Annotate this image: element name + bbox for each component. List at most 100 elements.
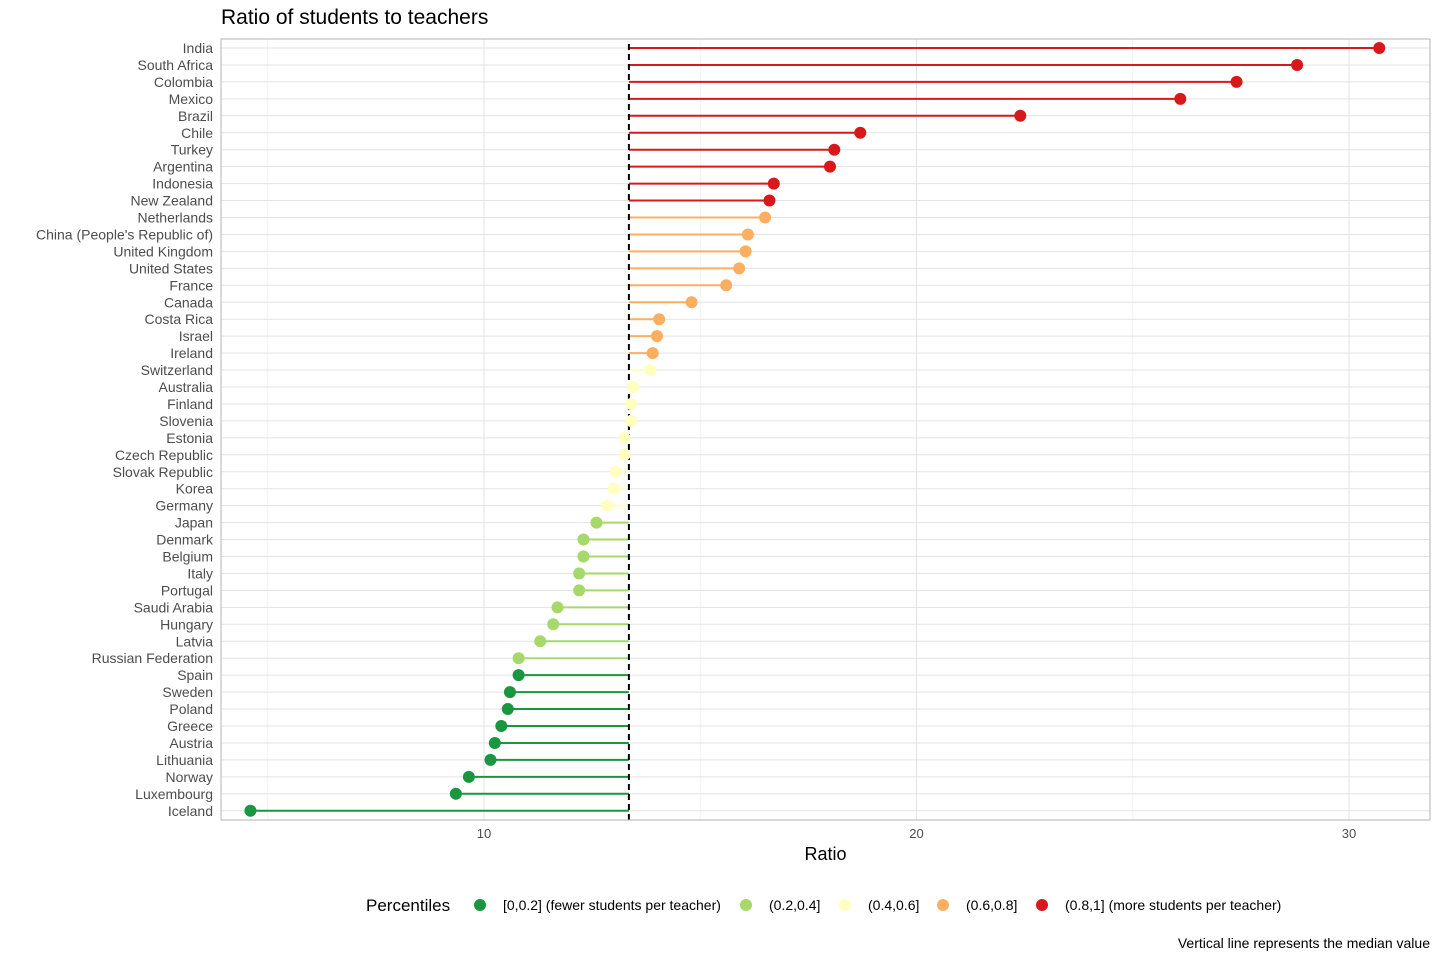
point-layer bbox=[244, 42, 1386, 817]
lollipop-point bbox=[767, 177, 780, 190]
lollipop-point bbox=[1014, 109, 1027, 122]
y-tick-label: Netherlands bbox=[138, 210, 214, 226]
lollipop-point bbox=[607, 482, 620, 495]
lollipop-point bbox=[488, 736, 501, 749]
lollipop-point bbox=[601, 499, 614, 512]
y-tick-label: Norway bbox=[166, 769, 213, 785]
y-tick-label: Latvia bbox=[176, 633, 214, 649]
lollipop-point bbox=[573, 584, 586, 597]
y-tick-label: Chile bbox=[181, 125, 213, 141]
lollipop-point bbox=[646, 347, 659, 360]
y-tick-label: Switzerland bbox=[141, 362, 213, 378]
y-tick-label: South Africa bbox=[138, 57, 214, 73]
y-tick-label: Israel bbox=[179, 328, 213, 344]
y-tick-label: Czech Republic bbox=[115, 447, 213, 463]
lollipop-point bbox=[1230, 75, 1243, 88]
y-tick-label: Greece bbox=[167, 718, 213, 734]
legend-items: [0,0.2] (fewer students per teacher) (0.2… bbox=[474, 897, 1281, 913]
legend-label: (0.8,1] (more students per teacher) bbox=[1065, 897, 1281, 913]
y-tick-label: Portugal bbox=[161, 582, 213, 598]
y-tick-label: Japan bbox=[175, 515, 213, 531]
x-tick-label: 20 bbox=[909, 826, 923, 841]
y-tick-label: Colombia bbox=[154, 74, 213, 90]
y-tick-label: Costa Rica bbox=[145, 311, 214, 327]
y-tick-label: Saudi Arabia bbox=[134, 599, 214, 615]
lollipop-point bbox=[828, 143, 841, 156]
y-tick-label: France bbox=[169, 277, 213, 293]
lollipop-point bbox=[551, 601, 564, 614]
chart-title: Ratio of students to teachers bbox=[221, 6, 488, 29]
lollipop-point bbox=[618, 431, 631, 444]
legend-item: (0.8,1] (more students per teacher) bbox=[1036, 897, 1281, 913]
legend-label: (0.6,0.8] bbox=[966, 897, 1017, 913]
legend-label: (0.2,0.4] bbox=[769, 897, 820, 913]
lollipop-point bbox=[651, 330, 663, 343]
chart-caption: Vertical line represents the median valu… bbox=[1178, 935, 1430, 951]
y-tick-label: Sweden bbox=[162, 684, 213, 700]
y-tick-label: Brazil bbox=[178, 108, 213, 124]
panel-border bbox=[220, 38, 1431, 821]
lollipop-point bbox=[512, 652, 525, 665]
y-tick-label: Lithuania bbox=[156, 752, 213, 768]
y-tick-label: Luxembourg bbox=[135, 786, 213, 802]
legend-key bbox=[740, 899, 752, 911]
y-tick-label: Estonia bbox=[166, 430, 213, 446]
y-tick-label: Belgium bbox=[162, 549, 213, 565]
y-tick-label: Argentina bbox=[153, 159, 213, 175]
lollipop-point bbox=[618, 448, 631, 461]
lollipop-point bbox=[763, 194, 776, 207]
lollipop-point bbox=[1174, 92, 1187, 105]
lollipop-point bbox=[573, 567, 586, 580]
lollipop-point bbox=[854, 126, 867, 139]
lollipop-point bbox=[625, 414, 638, 427]
lollipop-point bbox=[547, 618, 560, 631]
lollipop-point bbox=[577, 533, 590, 546]
legend-item: (0.4,0.6] bbox=[839, 897, 919, 913]
y-tick-label: Korea bbox=[176, 481, 214, 497]
legend-label: (0.4,0.6] bbox=[868, 897, 919, 913]
legend-key bbox=[937, 899, 949, 911]
lollipop-point bbox=[484, 753, 497, 766]
lollipop-point bbox=[534, 635, 547, 648]
legend-key bbox=[839, 899, 851, 911]
lollipop-point bbox=[244, 804, 257, 817]
legend-item: (0.2,0.4] bbox=[740, 897, 820, 913]
y-tick-label: Ireland bbox=[170, 345, 213, 361]
y-tick-label: Austria bbox=[169, 735, 213, 751]
lollipop-point bbox=[685, 296, 698, 309]
y-tick-label: Slovak Republic bbox=[113, 464, 213, 480]
lollipop-point bbox=[512, 669, 525, 682]
grid-layer bbox=[221, 39, 1430, 820]
lollipop-point bbox=[1373, 42, 1386, 54]
lollipop-point bbox=[462, 770, 475, 783]
lollipop-point bbox=[739, 245, 752, 258]
legend-title: Percentiles bbox=[366, 896, 450, 915]
y-tick-label: China (People's Republic of) bbox=[36, 226, 213, 242]
y-tick-label: Turkey bbox=[171, 142, 213, 158]
y-tick-label: Indonesia bbox=[152, 176, 213, 192]
lollipop-point bbox=[495, 720, 508, 732]
legend-key bbox=[1036, 899, 1048, 911]
y-tick-label: Germany bbox=[155, 498, 213, 514]
y-tick-label: Denmark bbox=[156, 532, 214, 548]
legend-label: [0,0.2] (fewer students per teacher) bbox=[503, 897, 721, 913]
lollipop-point bbox=[653, 313, 666, 326]
lollipop-point bbox=[1291, 58, 1304, 71]
y-tick-label: Australia bbox=[159, 379, 214, 395]
y-tick-label: India bbox=[183, 40, 214, 56]
lollipop-point bbox=[627, 381, 640, 393]
y-tick-label: Spain bbox=[177, 667, 213, 683]
lollipop-point bbox=[503, 686, 516, 699]
x-tick-label: 30 bbox=[1342, 826, 1356, 841]
lollipop-point bbox=[449, 787, 462, 800]
y-tick-label: United Kingdom bbox=[113, 243, 213, 259]
lollipop-point bbox=[609, 465, 622, 478]
lollipop-point bbox=[644, 364, 657, 377]
x-axis-title: Ratio bbox=[804, 844, 846, 864]
y-tick-label: Mexico bbox=[169, 91, 214, 107]
y-tick-label: Iceland bbox=[168, 803, 213, 819]
lollipop-point bbox=[720, 279, 733, 292]
y-tick-label: Poland bbox=[169, 701, 213, 717]
